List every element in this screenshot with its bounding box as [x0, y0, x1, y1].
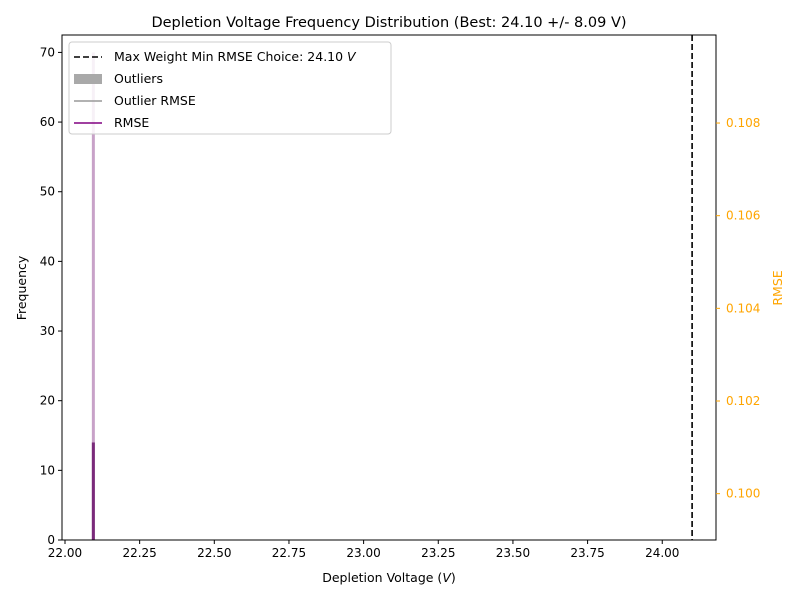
x-axis-label: Depletion Voltage (V) [322, 570, 456, 585]
x-tick-label: 22.00 [48, 546, 82, 560]
legend: Max Weight Min RMSE Choice: 24.10 V Outli… [68, 41, 392, 135]
x-axis-label-unit: V [442, 570, 452, 585]
y-axis-label: Frequency [14, 255, 29, 320]
y-axis: 0 10 20 30 40 50 60 70 [40, 45, 62, 547]
y2-tick-label: 0.106 [726, 209, 760, 223]
legend-label-1: Outliers [114, 71, 163, 86]
y-tick-label: 70 [40, 45, 55, 59]
y2-tick-label: 0.100 [726, 487, 760, 501]
legend-frame [68, 41, 392, 135]
y2-tick-label: 0.108 [726, 116, 760, 130]
secondary-y-axis-label: RMSE [770, 270, 785, 305]
x-tick-label: 22.50 [197, 546, 231, 560]
y-tick-label: 40 [40, 254, 55, 268]
plot-frame [61, 34, 717, 541]
x-tick-label: 23.00 [346, 546, 380, 560]
x-tick-label: 23.75 [570, 546, 604, 560]
legend-entries: Max Weight Min RMSE Choice: 24.10 V Outli… [74, 49, 357, 130]
legend-label-3: RMSE [114, 115, 149, 130]
x-tick-label: 22.75 [272, 546, 306, 560]
y-tick-label: 30 [40, 324, 55, 338]
y-tick-label: 10 [40, 463, 55, 477]
legend-label-2: Outlier RMSE [114, 93, 196, 108]
legend-label-0: Max Weight Min RMSE Choice: 24.10 V [114, 49, 357, 64]
histogram-bar-1 [91, 442, 95, 540]
y-tick-label: 60 [40, 115, 55, 129]
y-tick-label: 0 [47, 533, 55, 547]
y-tick-label: 20 [40, 394, 55, 408]
legend-label-unit: V [347, 49, 357, 64]
y-tick-label: 50 [40, 185, 55, 199]
y2-tick-label: 0.102 [726, 394, 760, 408]
secondary-y-axis: 0.100 0.102 0.104 0.106 0.108 [716, 116, 760, 501]
x-tick-label: 24.00 [645, 546, 679, 560]
x-axis: 22.00 22.25 22.50 22.75 23.00 23.25 23.50 23.75… [48, 540, 679, 560]
x-tick-label: 23.50 [496, 546, 530, 560]
x-tick-label: 22.25 [122, 546, 156, 560]
y2-tick-label: 0.104 [726, 301, 760, 315]
chart-title: Depletion Voltage Frequency Distribution… [151, 15, 626, 31]
legend-swatch-1 [74, 74, 102, 84]
plot-marks [91, 35, 693, 541]
histogram-bar-0 [91, 52, 95, 541]
x-axis-label-close: ) [451, 570, 456, 585]
x-tick-label: 23.25 [421, 546, 455, 560]
x-axis-label-text: Depletion Voltage ( [322, 570, 442, 585]
